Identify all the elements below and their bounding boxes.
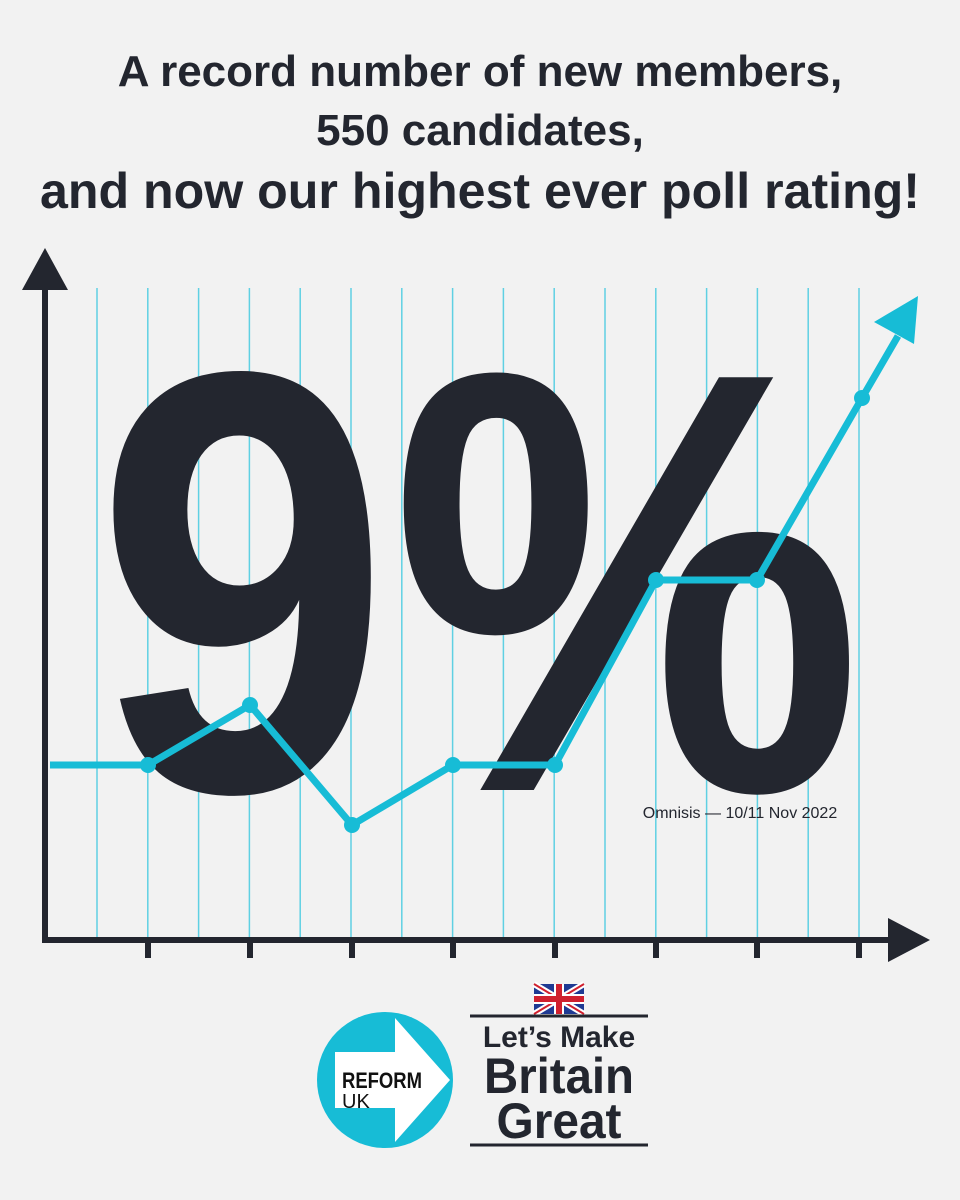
slogan-text: Britain: [484, 1048, 634, 1104]
slogan-text: Great: [497, 1093, 622, 1149]
logo-text: REFORM: [342, 1068, 422, 1093]
trend-point: [854, 390, 870, 406]
trend-point: [344, 817, 360, 833]
slogan: Let’s Make Britain Great: [470, 981, 648, 1149]
trend-point: [749, 572, 765, 588]
trend-point: [648, 572, 664, 588]
axis-arrow: [888, 918, 930, 962]
headline-line: A record number of new members,: [118, 47, 843, 96]
headline-line: and now our highest ever poll rating!: [40, 163, 920, 219]
ticks: [145, 940, 862, 958]
headline: A record number of new members, 550 cand…: [40, 47, 920, 219]
trend-point: [445, 757, 461, 773]
flag-cross: [534, 984, 584, 1014]
headline-line: 550 candidates,: [316, 106, 644, 155]
source: Omnisis — 10/11 Nov 2022: [643, 805, 838, 822]
logo-text: UK: [342, 1091, 370, 1113]
axis-arrow: [22, 248, 68, 290]
slogan-text: Let’s Make: [483, 1021, 635, 1054]
logo-arrow: [335, 1018, 450, 1142]
logo: REFORM UK: [317, 1012, 453, 1148]
trend-line: [50, 334, 902, 829]
trend-points: [140, 390, 870, 833]
grid: [96, 288, 860, 940]
trend-point: [140, 757, 156, 773]
trend-point: [242, 697, 258, 713]
trend-point: [547, 757, 563, 773]
trend-arrow: [874, 296, 918, 344]
